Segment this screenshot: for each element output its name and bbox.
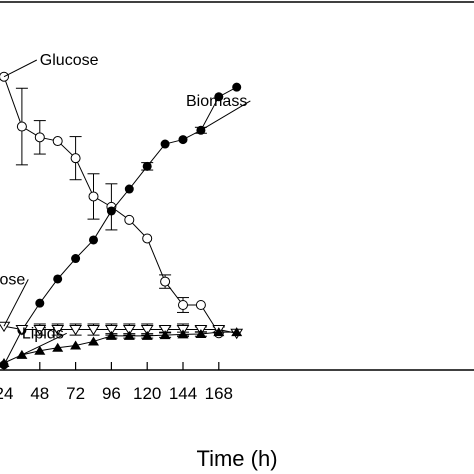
data-point [0, 358, 10, 368]
data-point [141, 330, 153, 340]
annotation-leader [21, 332, 67, 356]
annotation-label: rlose [0, 271, 25, 288]
series-3 [0, 327, 243, 368]
data-point [52, 136, 63, 147]
data-point [70, 340, 82, 350]
annotation-label: Biomass [186, 93, 247, 110]
data-point [214, 92, 224, 102]
data-point [87, 325, 100, 336]
annotation-layer: Glucose Biomass rlose Lipids [0, 52, 251, 356]
x-axis-title: Time (h) [196, 446, 277, 471]
data-point [195, 329, 207, 339]
data-point [0, 321, 11, 333]
data-point [35, 298, 45, 308]
data-point [177, 329, 189, 339]
data-point [88, 336, 99, 346]
annotation-label: Glucose [40, 52, 99, 69]
annotation-leader [3, 279, 29, 327]
data-point [195, 300, 206, 311]
data-point [122, 325, 136, 336]
x-tick-label: 24 [0, 384, 13, 403]
x-tick-label: 168 [205, 384, 233, 403]
annotation-leader [3, 59, 38, 78]
series-1 [0, 82, 242, 370]
data-point [142, 161, 152, 171]
data-point [231, 327, 243, 337]
annotation-leader [200, 100, 251, 131]
data-point [213, 327, 225, 337]
data-point [123, 330, 135, 340]
data-point [178, 135, 188, 145]
data-point [124, 184, 134, 194]
data-point [89, 235, 98, 245]
data-point [105, 325, 118, 336]
x-tick-label: 72 [66, 384, 85, 403]
data-point [69, 325, 82, 336]
data-point [105, 330, 117, 340]
data-point [159, 330, 171, 340]
data-point [106, 206, 116, 216]
data-point [140, 325, 154, 336]
data-point [178, 300, 188, 311]
data-point [33, 325, 47, 336]
x-tick-label: 120 [133, 384, 161, 403]
annotation-label: Lipids [22, 325, 64, 342]
data-point [142, 233, 153, 244]
data-point [51, 325, 65, 336]
data-point [232, 82, 242, 92]
data-point [158, 325, 172, 336]
data-point [34, 132, 45, 143]
series-layer [0, 71, 244, 370]
data-point [70, 153, 81, 164]
x-axis-ticks: 24 48 72 96 120 144 168 [0, 362, 233, 403]
data-point [15, 325, 29, 336]
data-point [16, 121, 27, 132]
data-point [53, 274, 63, 284]
data-point [88, 191, 99, 202]
data-point [124, 214, 135, 225]
data-point [34, 345, 46, 355]
x-tick-label: 48 [30, 384, 49, 403]
x-tick-label: 144 [169, 384, 197, 403]
data-point [160, 276, 171, 287]
data-point [71, 254, 81, 264]
series-0 [0, 71, 224, 339]
data-point [52, 342, 64, 352]
plot-frame [0, 1, 474, 371]
x-tick-label: 96 [102, 384, 121, 403]
data-point [160, 139, 170, 149]
